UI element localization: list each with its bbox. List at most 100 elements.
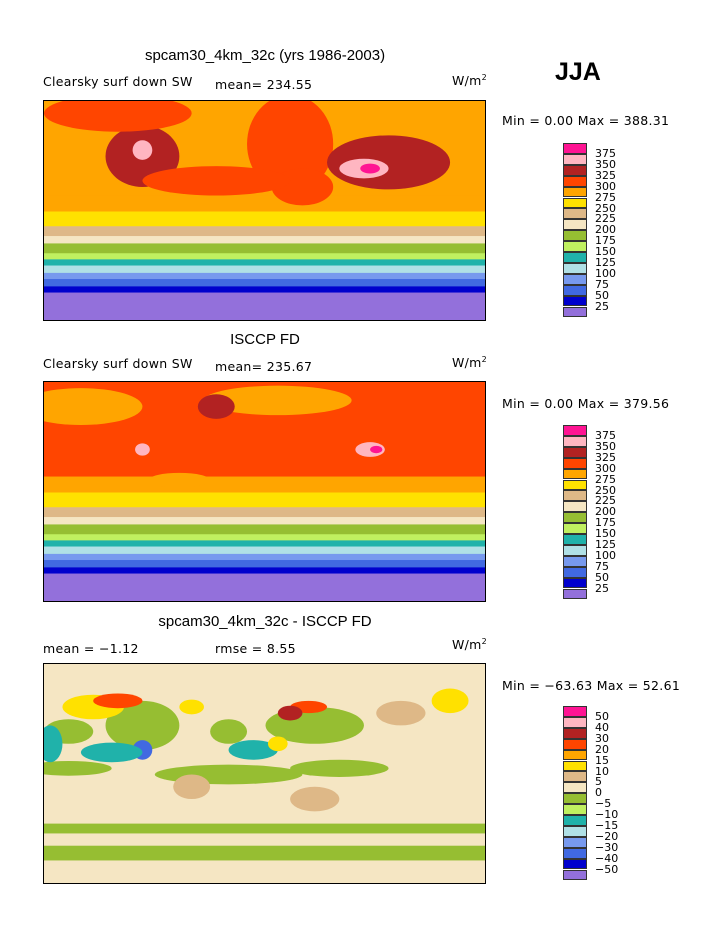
contour-region bbox=[142, 166, 291, 196]
colorbar-tick-label: 375 bbox=[595, 429, 616, 442]
colorbar-swatch bbox=[563, 836, 587, 848]
colorbar-tick-label: 20 bbox=[595, 742, 609, 756]
colorbar-swatch bbox=[563, 577, 587, 589]
colorbar-swatch bbox=[563, 847, 587, 859]
contour-region bbox=[431, 688, 469, 714]
colorbar-swatch bbox=[563, 869, 587, 881]
contour-band bbox=[44, 567, 485, 575]
panel2-mean: mean= 235.67 bbox=[215, 359, 313, 374]
colorbar-swatch bbox=[563, 219, 587, 231]
contour-region bbox=[135, 443, 150, 456]
contour-band bbox=[44, 259, 485, 267]
contour-region bbox=[290, 759, 389, 777]
panel3-rmse: rmse = 8.55 bbox=[215, 641, 296, 656]
colorbar-tick-label: −15 bbox=[595, 819, 619, 832]
contour-band bbox=[44, 507, 485, 518]
contour-region bbox=[370, 445, 383, 454]
colorbar-swatch bbox=[563, 197, 587, 209]
colorbar-tick-label: 25 bbox=[595, 299, 609, 313]
contour-region bbox=[105, 700, 180, 750]
colorbar-tick-label: 10 bbox=[595, 764, 609, 778]
colorbar-tick-label: 350 bbox=[595, 157, 616, 171]
contour-band bbox=[44, 823, 485, 834]
contour-region bbox=[80, 742, 143, 763]
colorbar-swatch bbox=[563, 186, 587, 198]
colorbar-tick-label: 250 bbox=[595, 201, 616, 215]
colorbar-tick-label: 50 bbox=[595, 570, 609, 584]
colorbar-swatch bbox=[563, 479, 587, 491]
colorbar-swatch bbox=[563, 771, 587, 783]
contour-region bbox=[277, 705, 303, 721]
colorbar-tick-label: 275 bbox=[595, 190, 616, 204]
panel2-title: ISCCP FD bbox=[230, 331, 300, 348]
contour-region bbox=[360, 163, 380, 174]
contour-band bbox=[44, 211, 485, 227]
contour-region bbox=[228, 740, 278, 760]
colorbar-swatch bbox=[563, 523, 587, 534]
colorbar-tick-label: 150 bbox=[595, 245, 616, 259]
colorbar-tick-label: 15 bbox=[595, 753, 609, 767]
colorbar-tick-label: 5 bbox=[595, 775, 602, 789]
colorbar-swatch bbox=[563, 749, 587, 761]
contour-band bbox=[44, 253, 485, 260]
contour-band bbox=[44, 265, 485, 274]
panel1-units: W/m2 bbox=[452, 73, 488, 89]
contour-band bbox=[44, 226, 485, 237]
colorbar-tick-label: 225 bbox=[595, 212, 616, 226]
season-label: JJA bbox=[555, 58, 601, 86]
colorbar-tick-label: −40 bbox=[595, 851, 619, 865]
panel1-min-max: Min = 0.00 Max = 388.31 bbox=[502, 113, 670, 128]
colorbar-swatch bbox=[563, 727, 587, 739]
colorbar-tick-label: 200 bbox=[595, 505, 616, 519]
colorbar-swatch bbox=[563, 208, 587, 220]
contour-region bbox=[203, 385, 352, 416]
contour-band bbox=[44, 272, 485, 280]
colorbar-tick-label: 125 bbox=[595, 256, 616, 269]
colorbar-swatch bbox=[563, 284, 587, 296]
colorbar-tick-label: 325 bbox=[595, 168, 616, 182]
contour-region bbox=[44, 725, 63, 763]
colorbar-swatch bbox=[563, 425, 587, 436]
contour-band bbox=[44, 236, 485, 244]
contour-region bbox=[210, 719, 248, 744]
colorbar-tick-label: 100 bbox=[595, 548, 616, 562]
contour-band bbox=[44, 845, 485, 861]
colorbar-swatch bbox=[563, 241, 587, 252]
colorbar-swatch bbox=[563, 825, 587, 837]
colorbar-tick-label: 75 bbox=[595, 277, 609, 291]
contour-band bbox=[44, 292, 485, 320]
colorbar-swatch bbox=[563, 738, 587, 750]
colorbar-swatch bbox=[563, 143, 587, 154]
contour-region bbox=[148, 472, 211, 488]
contour-band bbox=[44, 476, 485, 493]
contour-region bbox=[44, 101, 192, 132]
contour-band bbox=[44, 860, 485, 883]
colorbar-tick-label: −5 bbox=[595, 797, 612, 811]
contour-region bbox=[267, 736, 288, 752]
colorbar-swatch bbox=[563, 716, 587, 728]
contour-band bbox=[44, 553, 485, 561]
colorbar-swatch bbox=[563, 760, 587, 772]
contour-region bbox=[376, 700, 426, 726]
contour-region bbox=[44, 388, 143, 425]
colorbar-tick-label: 300 bbox=[595, 461, 616, 475]
contour-region bbox=[44, 760, 112, 776]
contour-band bbox=[44, 279, 485, 287]
colorbar-tick-label: −50 bbox=[595, 862, 619, 876]
contour-region bbox=[197, 394, 235, 419]
contour-band bbox=[44, 833, 485, 847]
colorbar-swatch bbox=[563, 153, 587, 165]
colorbar-tick-label: 250 bbox=[595, 483, 616, 497]
contour-band bbox=[44, 573, 485, 601]
colorbar-swatch bbox=[563, 706, 587, 717]
panel3-title: spcam30_4km_32c - ISCCP FD bbox=[158, 613, 372, 630]
colorbar-tick-label: 275 bbox=[595, 472, 616, 486]
colorbar-swatch bbox=[563, 534, 587, 545]
colorbar-tick-label: 300 bbox=[595, 179, 616, 193]
colorbar-swatch bbox=[563, 230, 587, 242]
colorbar-tick-label: 325 bbox=[595, 450, 616, 464]
colorbar-tick-label: 25 bbox=[595, 581, 609, 595]
contour-region bbox=[290, 786, 340, 812]
colorbar-tick-label: 40 bbox=[595, 720, 609, 734]
